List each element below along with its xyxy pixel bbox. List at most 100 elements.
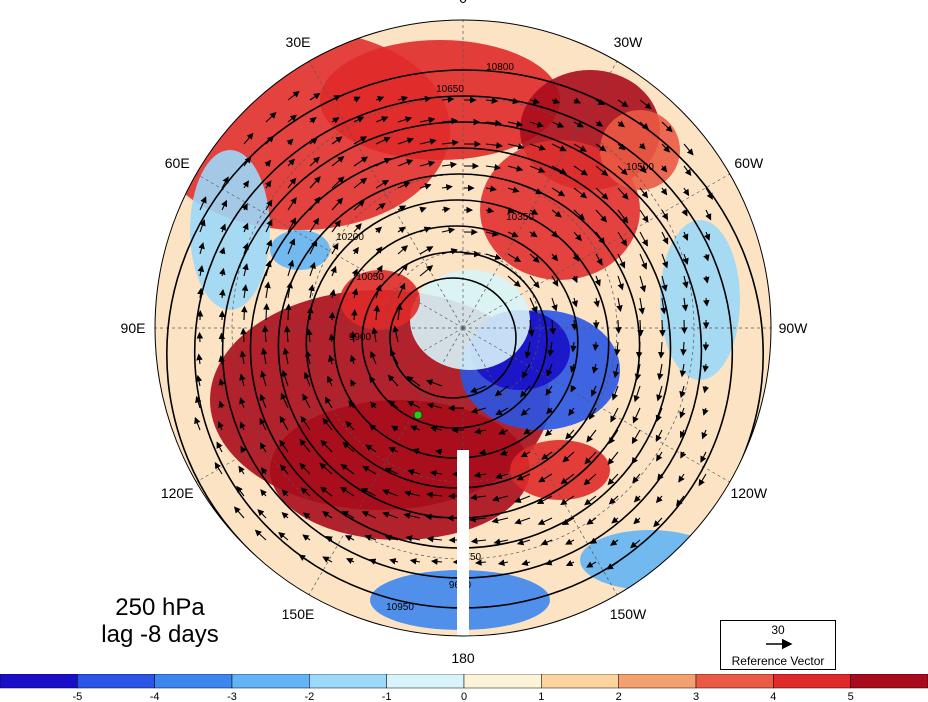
- wind-vectors: [194, 90, 713, 570]
- wind-vector: [660, 297, 667, 315]
- wind-vector: [639, 253, 648, 270]
- wind-vector: [571, 275, 578, 284]
- wind-vector: [661, 231, 669, 245]
- wind-vector: [407, 468, 421, 476]
- wind-vector: [529, 165, 546, 173]
- wind-vector: [573, 121, 584, 128]
- wind-vector: [309, 116, 317, 124]
- wind-vector: [507, 120, 524, 128]
- contour-label: 10050: [356, 272, 384, 283]
- wind-vector: [639, 187, 649, 199]
- wind-vector: [616, 297, 623, 313]
- wind-vector: [389, 558, 399, 565]
- wind-vector: [573, 231, 582, 242]
- wind-vector: [353, 96, 361, 103]
- wind-vector: [405, 535, 421, 542]
- wind-vector: [441, 184, 453, 191]
- wind-vector: [703, 275, 710, 284]
- wind-vector: [639, 121, 650, 130]
- wind-vector: [419, 95, 432, 103]
- wind-vector: [617, 187, 629, 200]
- wind-vector: [588, 407, 597, 420]
- wind-vector: [571, 297, 579, 308]
- wind-vector: [309, 156, 320, 167]
- wind-vector: [441, 117, 458, 125]
- reference-vector-box: 30 Reference Vector: [720, 620, 836, 670]
- wind-vector: [617, 231, 627, 247]
- wind-vector: [194, 416, 201, 431]
- wind-vector: [322, 556, 333, 563]
- wind-vector: [617, 165, 628, 176]
- wind-vector: [639, 209, 649, 223]
- wind-vector: [375, 179, 390, 189]
- wind-vector: [638, 297, 645, 315]
- wind-vector: [309, 217, 319, 233]
- wind-vector: [681, 209, 688, 217]
- colorbar-tick-label: -2: [304, 691, 314, 702]
- wind-vector: [299, 438, 311, 453]
- wind-vector: [407, 401, 421, 409]
- wind-vector: [507, 231, 519, 238]
- wind-vector: [639, 165, 647, 174]
- wind-vector: [608, 495, 619, 505]
- longitude-label: 90W: [779, 320, 809, 336]
- wind-vector: [705, 187, 713, 200]
- wind-vector: [322, 511, 333, 519]
- wind-vector: [351, 308, 358, 321]
- wind-vector: [369, 375, 377, 387]
- wind-vector: [635, 341, 643, 359]
- wind-vector: [655, 495, 663, 504]
- wind-vector: [309, 176, 321, 189]
- longitude-label: 60E: [165, 155, 190, 171]
- wind-vector: [218, 355, 225, 365]
- wind-vector: [397, 263, 408, 277]
- wind-vector: [520, 407, 531, 416]
- wind-vector: [305, 350, 312, 365]
- wind-vector: [495, 472, 509, 480]
- colorbar-tick-label: -4: [150, 691, 160, 702]
- wind-vector: [217, 421, 224, 431]
- wind-vector: [350, 331, 357, 343]
- wind-vector: [507, 253, 522, 262]
- wind-vector: [199, 196, 207, 211]
- wind-vector: [241, 284, 249, 299]
- wind-vector: [344, 535, 355, 542]
- wind-vector: [309, 261, 316, 277]
- wind-vector: [521, 559, 531, 566]
- wind-vector: [375, 136, 391, 145]
- wind-vector: [485, 97, 499, 104]
- wind-vector: [470, 537, 487, 545]
- wind-vector: [493, 538, 509, 545]
- wind-vector: [679, 385, 686, 399]
- wind-vector: [331, 136, 343, 145]
- contour-label: 9750: [459, 552, 482, 563]
- wind-vector: [219, 267, 226, 277]
- wind-vector: [573, 209, 585, 221]
- wind-vector: [404, 490, 421, 497]
- wind-vector: [364, 534, 377, 541]
- wind-vector: [303, 512, 311, 520]
- wind-vector: [617, 209, 629, 224]
- wind-vector: [331, 156, 345, 167]
- longitude-label: 0: [459, 0, 467, 6]
- wind-vector: [516, 539, 531, 546]
- wind-vector: [259, 442, 267, 453]
- wind-vector: [409, 558, 421, 565]
- contour-label: 10650: [436, 84, 464, 95]
- wind-vector: [419, 246, 434, 255]
- wind-vector: [573, 187, 588, 199]
- wind-vector: [679, 429, 686, 439]
- wind-vector: [419, 206, 427, 213]
- height-contour: [389, 277, 517, 399]
- wind-vector: [570, 385, 577, 393]
- wind-vector: [561, 517, 575, 526]
- wind-vector: [411, 448, 421, 455]
- wind-vector: [279, 415, 289, 431]
- wind-vector: [195, 395, 202, 409]
- reference-arrow-icon: [766, 638, 793, 650]
- colorbar: -5 -4 -3 -2 -1 0 1 2 3 4 5: [0, 674, 928, 702]
- wind-vector: [410, 425, 421, 432]
- wind-vector: [369, 401, 377, 409]
- wind-vector: [374, 226, 382, 234]
- wind-vector: [608, 429, 619, 445]
